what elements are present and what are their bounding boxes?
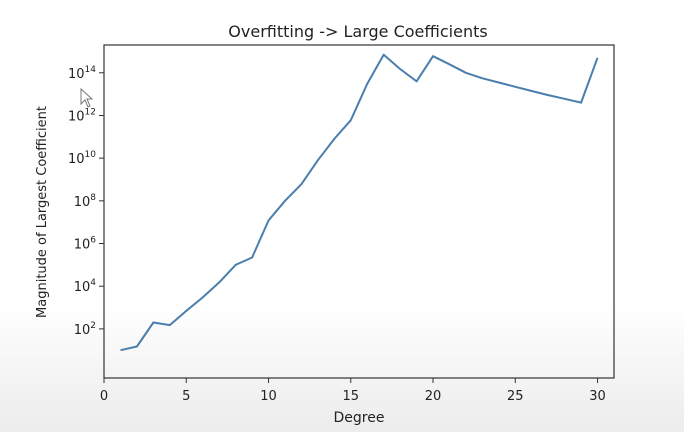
data-point <box>481 77 483 79</box>
chart-title: Overfitting -> Large Coefficients <box>228 22 487 41</box>
y-tick-base: 10 <box>74 238 91 253</box>
y-tick-exponent: 6 <box>90 236 96 246</box>
data-point <box>498 81 500 83</box>
data-point <box>514 86 516 88</box>
y-tick-base: 10 <box>74 195 91 210</box>
y-tick-base: 10 <box>68 67 85 82</box>
data-point <box>531 90 533 92</box>
data-point <box>317 159 319 161</box>
x-tick-label: 0 <box>100 389 108 404</box>
x-axis-label: Degree <box>334 410 385 426</box>
data-point <box>136 345 138 347</box>
data-point <box>465 72 467 74</box>
y-tick-label: 1014 <box>68 65 96 82</box>
y-tick-exponent: 4 <box>90 278 96 288</box>
data-point <box>416 80 418 82</box>
data-point <box>185 310 187 312</box>
data-point <box>597 57 599 59</box>
y-tick-exponent: 10 <box>85 150 97 160</box>
mouse-cursor-icon <box>80 88 94 108</box>
y-tick-label: 104 <box>74 278 97 295</box>
y-tick-label: 102 <box>74 321 96 338</box>
data-point <box>366 83 368 85</box>
y-tick-exponent: 2 <box>90 321 96 331</box>
data-point <box>202 296 204 298</box>
y-tick-label: 1012 <box>68 107 96 124</box>
data-point <box>218 281 220 283</box>
data-point <box>152 321 154 323</box>
x-tick-label: 30 <box>589 389 606 404</box>
y-tick-exponent: 8 <box>90 193 96 203</box>
data-point <box>547 94 549 96</box>
y-tick-base: 10 <box>74 280 91 295</box>
data-point <box>169 324 171 326</box>
y-axis-label: Magnitude of Largest Coefficient <box>35 106 50 318</box>
data-point <box>399 68 401 70</box>
y-tick-label: 108 <box>74 193 97 210</box>
data-point <box>300 183 302 185</box>
data-point <box>284 200 286 202</box>
data-point <box>333 138 335 140</box>
x-tick-label: 20 <box>425 389 442 404</box>
data-point <box>235 264 237 266</box>
y-tick-exponent: 14 <box>85 65 97 75</box>
data-point <box>251 257 253 259</box>
y-tick-label: 106 <box>74 236 97 253</box>
data-point <box>119 349 121 351</box>
data-point <box>564 98 566 100</box>
data-point <box>268 219 270 221</box>
y-tick-base: 10 <box>68 109 85 124</box>
x-tick-label: 25 <box>507 389 524 404</box>
series-layer <box>119 53 599 352</box>
x-tick-label: 5 <box>182 389 190 404</box>
y-tick-base: 10 <box>74 323 91 338</box>
y-tick-exponent: 12 <box>85 107 96 117</box>
data-point <box>432 55 434 57</box>
data-point <box>580 102 582 104</box>
x-tick-label: 10 <box>260 389 277 404</box>
series-line <box>120 53 599 352</box>
data-point <box>350 119 352 121</box>
x-tick-label: 15 <box>343 389 360 404</box>
plot-frame <box>103 44 615 379</box>
y-tick-base: 10 <box>68 152 85 167</box>
y-tick-label: 1010 <box>68 150 96 167</box>
data-point <box>448 63 450 65</box>
x-axis: 0 5 10 15 20 25 30 <box>100 378 606 404</box>
data-point <box>383 54 385 56</box>
